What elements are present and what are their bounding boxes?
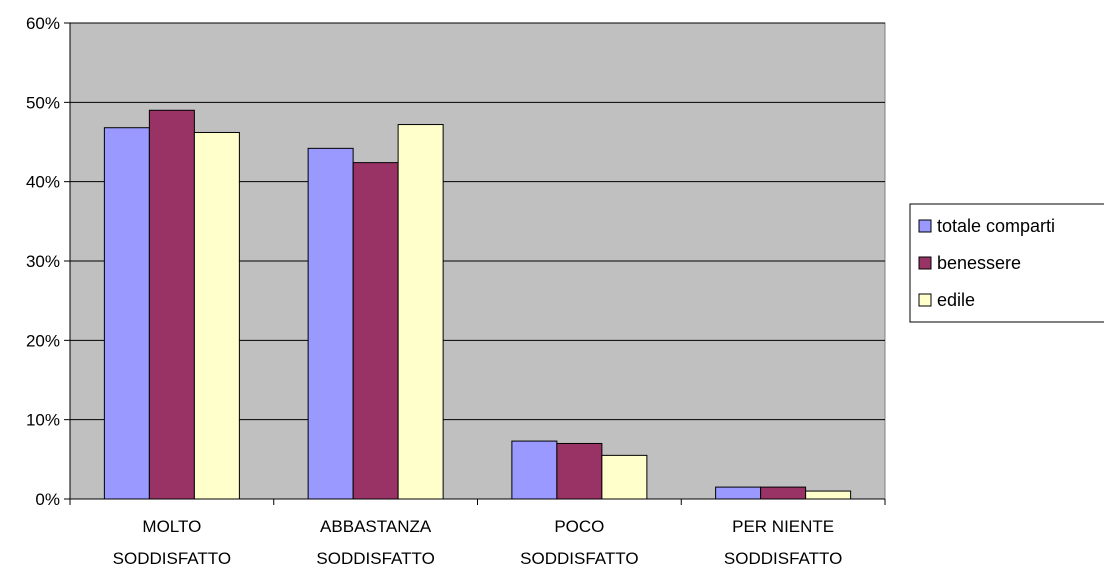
y-tick-label: 0% <box>35 490 60 509</box>
y-tick-label: 60% <box>26 14 60 33</box>
legend-swatch <box>918 293 932 307</box>
legend-label: totale comparti <box>937 216 1055 236</box>
x-tick-label: PER NIENTE <box>732 517 834 536</box>
legend: totale comparti benessere edile <box>909 203 1104 323</box>
bar <box>805 490 852 500</box>
legend-swatch <box>918 219 932 233</box>
x-tick-label: MOLTO <box>142 517 201 536</box>
bar <box>103 127 150 500</box>
legend-swatch <box>918 256 932 270</box>
y-axis-ticks: 0% 10% 20% 30% 40% 50% 60% <box>26 14 70 509</box>
bars <box>103 109 852 500</box>
y-tick-label: 40% <box>26 173 60 192</box>
x-tick-label: POCO <box>554 517 604 536</box>
legend-label: edile <box>937 290 975 310</box>
bar <box>601 454 648 500</box>
bar <box>397 124 444 500</box>
legend-label: benessere <box>937 253 1021 273</box>
x-tick-label: SODDISFATTO <box>316 549 434 568</box>
y-tick-label: 30% <box>26 252 60 271</box>
bar <box>148 109 195 500</box>
x-tick-label: ABBASTANZA <box>320 517 432 536</box>
x-tick-label: SODDISFATTO <box>520 549 638 568</box>
x-tick-label: SODDISFATTO <box>113 549 231 568</box>
bar <box>511 440 558 500</box>
y-tick-label: 50% <box>26 93 60 112</box>
bar <box>760 486 807 500</box>
y-tick-label: 20% <box>26 331 60 350</box>
x-axis-ticks: MOLTO SODDISFATTO ABBASTANZA SODDISFATTO POC… <box>69 499 886 568</box>
bar <box>352 162 399 500</box>
y-tick-label: 10% <box>26 411 60 430</box>
x-tick-label: SODDISFATTO <box>724 549 842 568</box>
bar <box>307 147 354 500</box>
bar <box>193 131 240 500</box>
bar <box>556 442 603 500</box>
legend-box <box>909 203 1104 323</box>
bar <box>715 486 762 500</box>
